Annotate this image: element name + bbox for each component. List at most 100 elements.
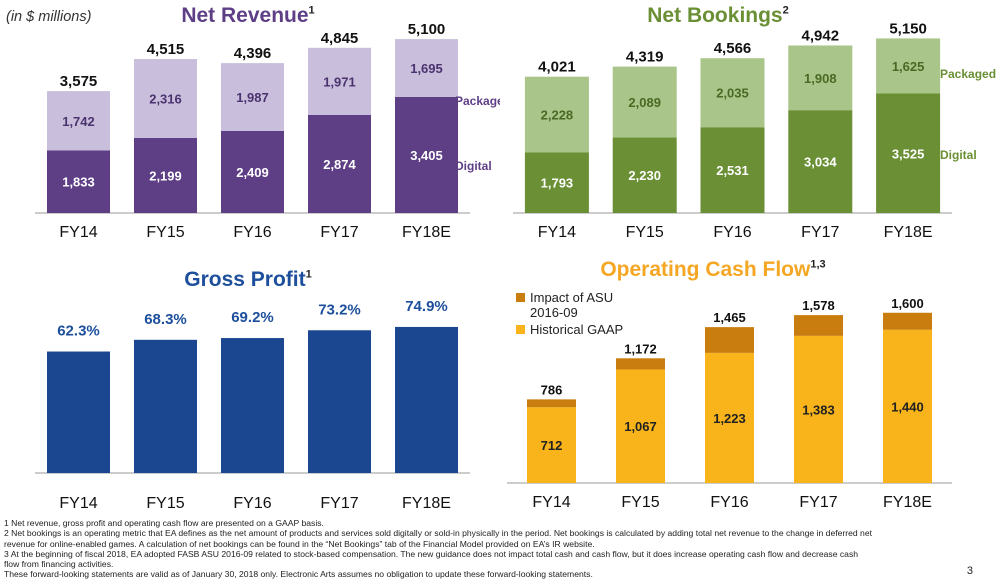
x-tick-label: FY18E — [402, 495, 451, 512]
footnote-2-cont: revenue for online-enabled games. A calc… — [4, 538, 595, 549]
x-tick-label: FY15 — [146, 495, 184, 512]
legend-packaged: Packaged — [455, 94, 500, 108]
total-label: 5,150 — [889, 20, 927, 37]
x-tick-label: FY14 — [59, 495, 97, 512]
bar-packaged — [308, 47, 371, 115]
bar-digital — [876, 93, 941, 213]
footnotes: 1 Net revenue, gross profit and operatin… — [4, 518, 994, 580]
gross-profit-panel: Gross Profit1 62.3% FY14 68.3% FY15 69.2% FY16… — [0, 258, 500, 516]
gross-profit-chart: Gross Profit1 62.3% FY14 68.3% FY15 69.2% FY16… — [35, 268, 470, 512]
legend-swatch-asu — [516, 293, 525, 302]
data-label: 3,525 — [892, 146, 925, 161]
legend-label-asu-line2: 2016-09 — [530, 305, 578, 320]
bar-packaged — [395, 39, 458, 97]
total-label: 4,396 — [234, 45, 272, 62]
x-tick-label: FY15 — [626, 224, 664, 241]
bar-digital — [47, 150, 110, 213]
net-revenue-chart: Net Revenue1 1,833 1,742 3,575 FY14 2,199 2,31… — [35, 4, 511, 241]
data-label: 1,793 — [541, 176, 574, 191]
total-label: 786 — [541, 382, 563, 397]
data-label: 3,405 — [410, 148, 443, 163]
chart-title-text: Operating Cash Flow — [600, 258, 811, 281]
data-label: 1,625 — [892, 59, 925, 74]
total-label: 5,100 — [408, 21, 446, 38]
bar-gross-margin — [47, 351, 110, 473]
chart-title-footnote-ref: 1 — [306, 269, 312, 281]
bar-packaged — [47, 91, 110, 151]
data-label: 2,228 — [541, 107, 574, 122]
data-label: 2,409 — [236, 165, 269, 180]
bar-gross-margin — [221, 338, 284, 473]
legend-label-gaap: Historical GAAP — [530, 322, 623, 337]
bar-digital — [308, 114, 371, 213]
x-tick-label: FY15 — [146, 224, 184, 241]
bar-packaged — [524, 76, 589, 153]
bar-impact-of-asu-2016-09 — [527, 399, 576, 408]
bar-packaged — [134, 59, 197, 139]
bar-packaged — [876, 38, 941, 94]
data-label: 1,833 — [62, 175, 95, 190]
legend-digital: Digital — [455, 159, 492, 173]
bar-digital — [221, 130, 284, 213]
chart-title-text: Net Bookings — [647, 4, 782, 27]
total-label: 4,515 — [147, 41, 185, 58]
net-bookings-chart: Net Bookings2 1,793 2,228 4,021 FY14 2,230 2,0… — [513, 4, 996, 241]
data-label: 3,034 — [804, 155, 837, 170]
data-label: 1,223 — [713, 411, 746, 426]
total-label: 4,845 — [321, 30, 359, 47]
bar-packaged — [612, 66, 677, 138]
legend-swatch-gaap — [516, 325, 525, 334]
bar-digital — [788, 110, 853, 213]
chart-title: Gross Profit1 — [184, 268, 311, 291]
data-label: 2,531 — [716, 163, 749, 178]
bar-digital — [612, 137, 677, 213]
x-tick-label: FY14 — [59, 224, 97, 241]
chart-title-text: Net Revenue — [181, 4, 308, 27]
x-tick-label: FY16 — [233, 224, 271, 241]
bar-packaged — [700, 58, 765, 128]
data-label: 2,089 — [628, 95, 661, 110]
chart-title-text: Gross Profit — [184, 268, 305, 291]
data-label: 2,230 — [628, 168, 661, 183]
legend-digital: Digital — [940, 148, 977, 162]
page-number: 3 — [966, 565, 973, 577]
bar-historical-gaap — [616, 369, 665, 483]
forward-looking-statement: These forward-looking statements are val… — [4, 569, 593, 580]
total-label: 4,566 — [714, 40, 752, 57]
data-label: 69.2% — [231, 309, 274, 326]
footnote-1: 1 Net revenue, gross profit and operatin… — [4, 518, 324, 528]
data-label: 2,035 — [716, 86, 749, 101]
chart-title-footnote-ref: 2 — [783, 5, 789, 17]
bar-historical-gaap — [794, 335, 843, 483]
x-tick-label: FY17 — [320, 224, 358, 241]
bar-historical-gaap — [883, 329, 932, 483]
x-tick-label: FY18E — [883, 494, 932, 511]
data-label: 2,199 — [149, 169, 182, 184]
total-label: 3,575 — [60, 73, 98, 90]
x-tick-label: FY14 — [532, 494, 570, 511]
total-label: 1,172 — [624, 341, 657, 356]
legend-packaged: Packaged — [940, 67, 996, 81]
data-label: 1,908 — [804, 71, 837, 86]
net-revenue-panel: Net Revenue1 1,833 1,742 3,575 FY14 2,199 2,31… — [0, 0, 511, 258]
bar-impact-of-asu-2016-09 — [794, 315, 843, 336]
bar-gross-margin — [134, 339, 197, 473]
chart-title: Net Revenue1 — [181, 4, 314, 27]
data-label: 68.3% — [144, 311, 187, 328]
footnote-2: 2 Net bookings is an operating metric th… — [4, 528, 873, 539]
bar-gross-margin — [395, 326, 458, 473]
data-label: 2,874 — [323, 157, 356, 172]
footnote-3-cont: flow from financing activities. — [4, 559, 114, 570]
x-tick-label: FY16 — [713, 224, 751, 241]
bar-historical-gaap — [705, 352, 754, 483]
bar-digital — [700, 127, 765, 213]
x-tick-label: FY15 — [621, 494, 659, 511]
data-label: 1,067 — [624, 419, 657, 434]
footnote-3: 3 At the beginning of fiscal 2018, EA ad… — [4, 548, 859, 559]
chart-title-footnote-ref: 1 — [309, 5, 315, 17]
x-tick-label: FY17 — [799, 494, 837, 511]
bar-packaged — [221, 63, 284, 131]
bar-impact-of-asu-2016-09 — [616, 358, 665, 370]
bar-digital — [395, 96, 458, 213]
total-label: 1,600 — [891, 296, 924, 311]
